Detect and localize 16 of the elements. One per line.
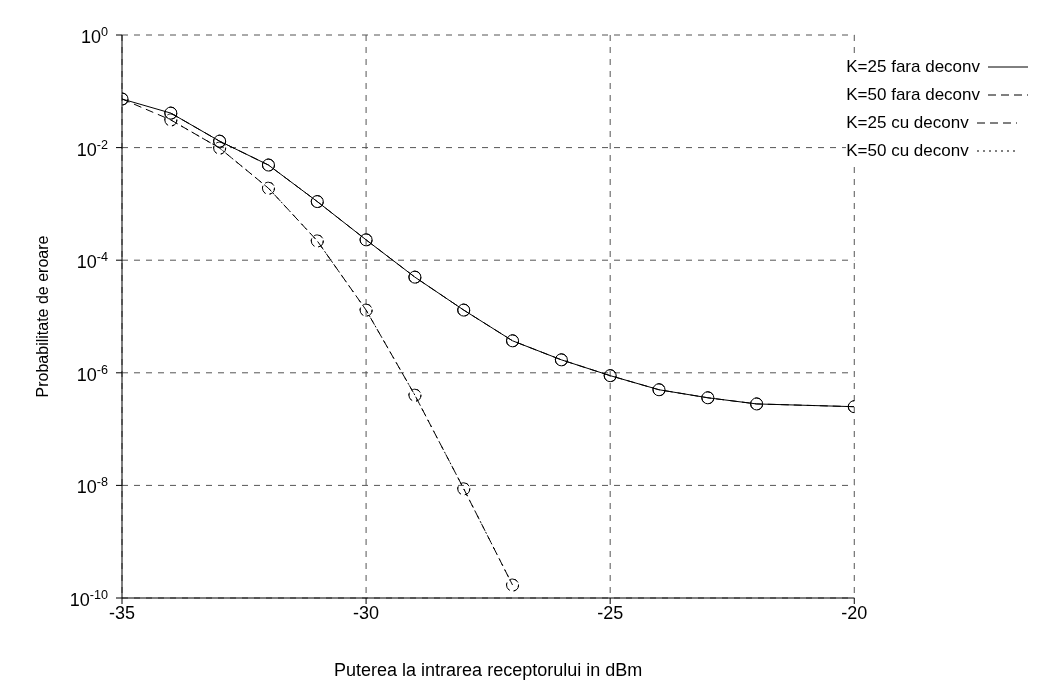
y-tick-label: 10$^{0}$ [80,25,108,47]
y-tick-label: 10$^{-4}$ [76,250,108,273]
y-tick-label: 10$^{-2}$ [76,137,108,160]
y-tick-label: 10$^{-6}$ [76,362,108,385]
y-tick-label: 10$^{-10}$ [69,588,108,610]
legend-label: K=25 cu deconv [846,112,969,134]
y-tick-label: 10$^{-8}$ [76,475,108,498]
legend-label: K=25 fara deconv [846,56,980,78]
x-tick-label: -25 [597,602,624,623]
y-axis-title: Probabilitate de eroare [33,235,51,398]
x-tick-label: -30 [353,602,380,623]
x-tick-label: -20 [841,602,868,623]
x-axis-title: Puterea la intrarea receptorului in dBm [334,660,643,680]
legend-label: K=50 cu deconv [846,140,969,162]
legend-label: K=50 fara deconv [846,84,980,106]
x-tick-label: -35 [108,602,136,623]
